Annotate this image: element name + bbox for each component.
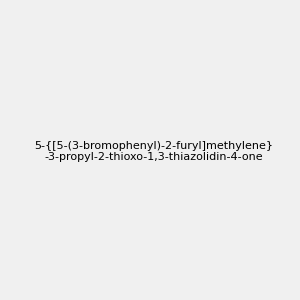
Text: 5-{[5-(3-bromophenyl)-2-furyl]methylene}
-3-propyl-2-thioxo-1,3-thiazolidin-4-on: 5-{[5-(3-bromophenyl)-2-furyl]methylene}… bbox=[34, 141, 273, 162]
